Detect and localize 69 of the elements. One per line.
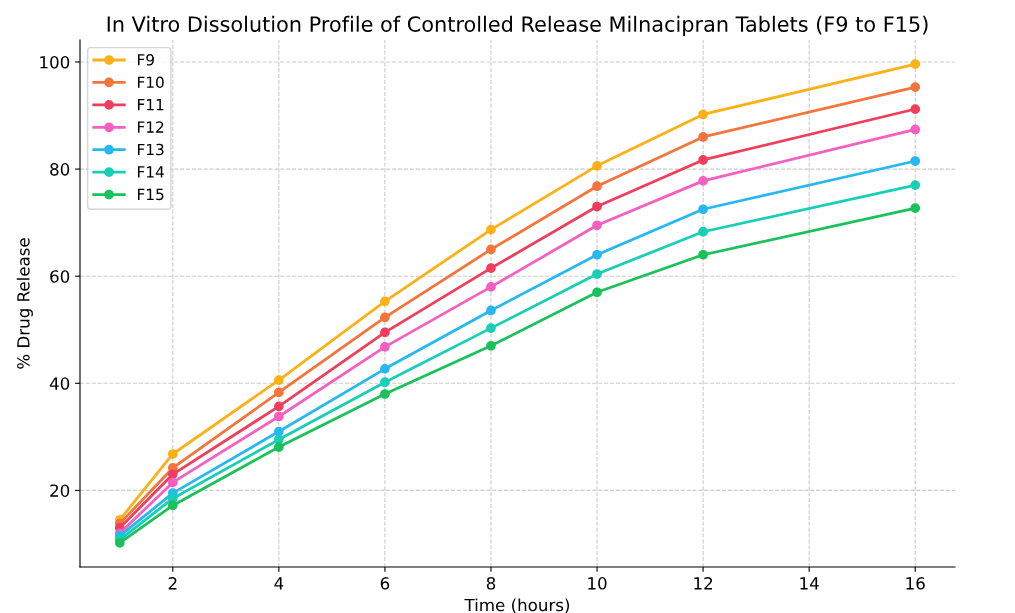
point bbox=[910, 124, 921, 135]
point bbox=[380, 389, 390, 399]
point bbox=[592, 220, 602, 231]
point bbox=[274, 442, 284, 452]
point bbox=[592, 287, 602, 298]
legend-label: F14 bbox=[138, 166, 164, 178]
point bbox=[380, 312, 390, 323]
x-tick-label: 10 bbox=[588, 577, 607, 590]
point bbox=[486, 224, 496, 235]
point bbox=[486, 323, 496, 333]
point bbox=[274, 426, 284, 437]
point bbox=[167, 469, 178, 480]
point bbox=[380, 296, 390, 307]
x-axis-title: Time (hours) bbox=[464, 598, 570, 613]
chart-title: In Vitro Dissolution Profile of Controlled Release Milnacipran Tablets (F9 to F15) bbox=[107, 15, 928, 36]
legend-label: F9 bbox=[138, 54, 154, 66]
legend-label: F13 bbox=[138, 143, 164, 156]
point bbox=[592, 269, 602, 279]
point bbox=[910, 156, 921, 166]
point bbox=[167, 477, 178, 488]
legend-label: F12 bbox=[138, 121, 164, 133]
legend-label: F15 bbox=[138, 188, 164, 201]
y-axis-title: % Drug Release bbox=[16, 238, 33, 369]
point bbox=[698, 109, 708, 120]
point bbox=[592, 201, 602, 212]
point bbox=[486, 263, 496, 274]
point bbox=[592, 249, 602, 260]
point bbox=[698, 155, 708, 165]
point bbox=[380, 377, 390, 388]
point bbox=[910, 180, 921, 191]
point bbox=[910, 104, 921, 114]
point bbox=[380, 342, 390, 352]
point bbox=[910, 59, 921, 69]
point bbox=[274, 401, 284, 412]
point bbox=[592, 160, 602, 171]
point bbox=[486, 244, 496, 255]
legend-label: F10 bbox=[138, 76, 164, 88]
point bbox=[274, 411, 284, 422]
point bbox=[698, 204, 708, 215]
point bbox=[486, 305, 496, 316]
y-tick-label: 100 bbox=[40, 55, 70, 69]
y-tick-label: 20 bbox=[50, 484, 70, 497]
point bbox=[274, 375, 284, 385]
x-tick-label: 14 bbox=[800, 577, 819, 590]
point bbox=[114, 538, 125, 548]
point bbox=[592, 181, 602, 192]
point bbox=[380, 363, 390, 374]
point bbox=[274, 387, 284, 398]
point bbox=[698, 175, 708, 186]
point bbox=[486, 340, 496, 351]
point bbox=[167, 500, 178, 511]
x-tick-label: 6 bbox=[380, 577, 390, 590]
point bbox=[698, 226, 708, 237]
point bbox=[167, 449, 178, 459]
x-tick-label: 12 bbox=[694, 577, 713, 590]
point bbox=[486, 282, 496, 292]
point bbox=[698, 249, 708, 260]
x-tick-label: 4 bbox=[274, 577, 284, 590]
point bbox=[910, 203, 921, 214]
y-tick-label: 80 bbox=[50, 163, 70, 176]
x-tick-label: 8 bbox=[486, 577, 496, 590]
point bbox=[910, 82, 921, 92]
x-tick-label: 16 bbox=[906, 577, 925, 590]
y-tick-label: 60 bbox=[50, 270, 70, 283]
x-tick-label: 2 bbox=[168, 577, 177, 590]
legend-label: F11 bbox=[138, 99, 164, 111]
y-tick-label: 40 bbox=[49, 377, 70, 390]
point bbox=[380, 327, 390, 338]
point bbox=[698, 132, 708, 142]
